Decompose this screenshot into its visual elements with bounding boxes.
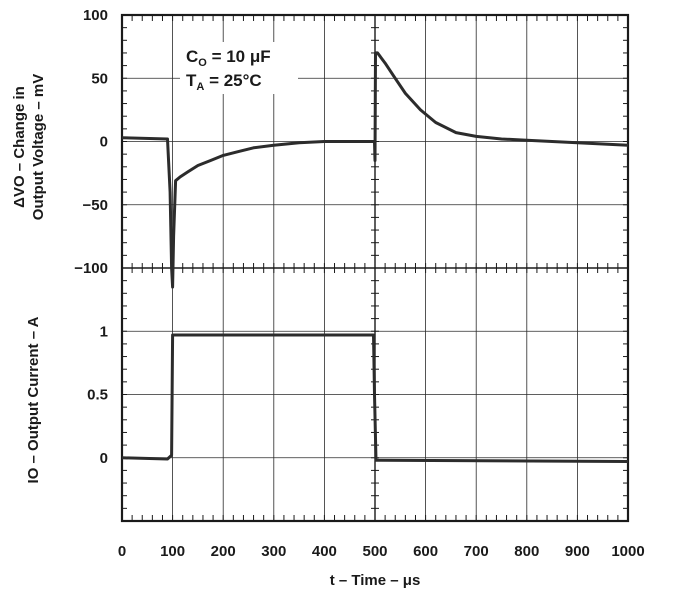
x-tick-label: 600	[413, 543, 438, 560]
bottom-ylabel: IO – Output Current – A	[25, 316, 42, 483]
current-trace	[121, 333, 629, 463]
y-tick-label: 0	[100, 450, 108, 467]
capacitance-label: CO = 10 μF	[186, 47, 271, 69]
x-tick-label: 400	[312, 543, 337, 560]
x-tick-label: 300	[261, 543, 286, 560]
x-tick-label: 500	[362, 543, 387, 560]
y-tick-label: 0.5	[87, 387, 108, 404]
top-ylabel-line1: ΔVO – Change in	[11, 86, 28, 208]
y-tick-label: 50	[91, 70, 108, 87]
y-tick-label: −50	[83, 197, 108, 214]
annotation-backdrop	[180, 42, 298, 94]
x-tick-labels: 0 100 200 300 400 500 600 700 800 900 1000	[118, 543, 645, 560]
voltage-trace	[121, 51, 629, 289]
x-tick-label: 100	[160, 543, 185, 560]
x-tick-label: 800	[514, 543, 539, 560]
y-tick-label: −100	[74, 260, 108, 277]
bottom-y-tick-labels: 10.50	[87, 323, 108, 467]
x-axis-label: t – Time – μs	[330, 572, 421, 589]
conditions-annotation: CO = 10 μF TA = 25°C	[180, 42, 298, 94]
temperature-label: TA = 25°C	[186, 71, 262, 93]
y-tick-label: 0	[100, 134, 108, 151]
y-tick-label: 1	[100, 323, 108, 340]
x-tick-label: 900	[565, 543, 590, 560]
x-tick-label: 700	[464, 543, 489, 560]
x-tick-label: 1000	[611, 543, 644, 560]
x-tick-label: 0	[118, 543, 126, 560]
y-tick-label: 100	[83, 7, 108, 24]
x-tick-label: 200	[211, 543, 236, 560]
top-ylabel-line2: Output Voltage – mV	[30, 74, 47, 220]
top-y-tick-labels: 100 50 0 −50 −100	[74, 7, 108, 277]
